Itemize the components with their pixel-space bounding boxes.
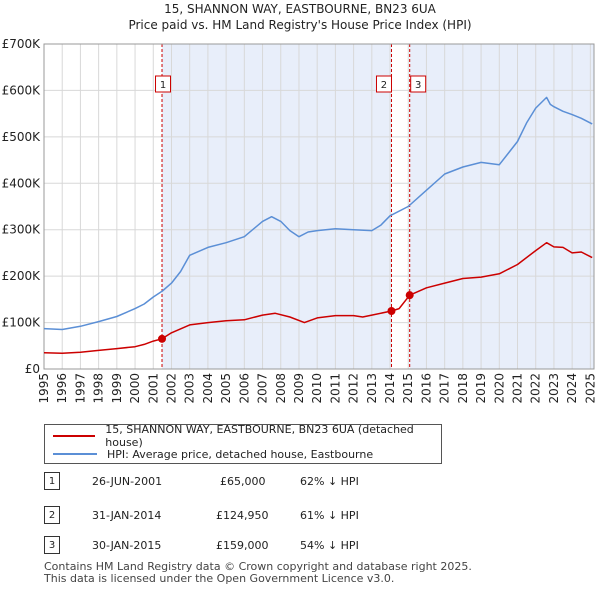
y-tick-label: £100K — [2, 316, 42, 330]
x-tick-label: 2018 — [456, 373, 470, 404]
footer-licence: This data is licensed under the Open Gov… — [44, 572, 395, 585]
sale-point — [387, 306, 396, 315]
x-tick-label: 2023 — [547, 373, 561, 404]
x-tick-label: 2020 — [492, 373, 506, 404]
sale-hpi-diff: 61% ↓ HPI — [300, 509, 359, 522]
chart-title: 15, SHANNON WAY, EASTBOURNE, BN23 6UA — [164, 2, 437, 16]
price-chart: 15, SHANNON WAY, EASTBOURNE, BN23 6UA Pr… — [2, 2, 598, 404]
chart-legend: 15, SHANNON WAY, EASTBOURNE, BN23 6UA (d… — [44, 423, 442, 464]
sale-price: £124,950 — [216, 509, 269, 522]
x-tick-label: 2022 — [529, 373, 543, 404]
plot-frame — [43, 43, 595, 370]
legend-swatch-hpi — [53, 453, 97, 455]
sale-row: 1 26-JUN-2001 £65,000 62% ↓ HPI — [44, 472, 404, 492]
x-tick-label: 2002 — [164, 373, 178, 404]
y-tick-label: £500K — [2, 130, 42, 144]
legend-label-property: 15, SHANNON WAY, EASTBOURNE, BN23 6UA (d… — [105, 423, 414, 449]
x-tick-label: 1995 — [37, 373, 51, 404]
sale-marker-badge — [375, 75, 392, 93]
x-tick-label: 2024 — [565, 373, 579, 404]
x-tick-label: 2025 — [583, 373, 597, 404]
hpi-series-line — [43, 96, 593, 331]
chart-subtitle: Price paid vs. HM Land Registry's House … — [128, 18, 471, 32]
y-tick-label: £700K — [2, 37, 42, 51]
y-tick-label: £400K — [2, 176, 42, 190]
x-tick-label: 1998 — [92, 373, 106, 404]
sale-date: 30-JAN-2015 — [92, 539, 162, 552]
x-tick-label: 2016 — [419, 373, 433, 404]
x-tick-label: 2006 — [237, 373, 251, 404]
x-tick-label: 2019 — [474, 373, 488, 404]
legend-item-property: 15, SHANNON WAY, EASTBOURNE, BN23 6UA (d… — [53, 423, 441, 449]
property-series-line — [43, 241, 593, 354]
x-tick-label: 1996 — [55, 373, 69, 404]
sale-hpi-diff: 62% ↓ HPI — [300, 475, 359, 488]
legend-item-hpi: HPI: Average price, detached house, East… — [53, 445, 373, 463]
x-tick-label: 2012 — [347, 373, 361, 404]
x-tick-label: 2021 — [511, 373, 525, 404]
x-tick-label: 2003 — [183, 373, 197, 404]
x-tick-label: 2014 — [383, 373, 397, 404]
legend-swatch-property — [53, 435, 96, 437]
x-tick-label: 2008 — [274, 373, 288, 404]
shaded-period — [162, 44, 392, 369]
x-tick-label: 1999 — [110, 373, 124, 404]
x-tick-label: 2013 — [365, 373, 379, 404]
y-tick-label: £200K — [2, 269, 42, 283]
sale-marker-badge — [410, 75, 427, 93]
shaded-period — [409, 44, 594, 369]
sale-row: 2 31-JAN-2014 £124,950 61% ↓ HPI — [44, 506, 404, 526]
sale-row: 3 30-JAN-2015 £159,000 54% ↓ HPI — [44, 536, 404, 556]
sale-point — [158, 334, 167, 343]
legend-label-hpi: HPI: Average price, detached house, East… — [107, 447, 374, 461]
sale-marker-label: 1 — [160, 80, 166, 91]
x-tick-label: 2011 — [328, 373, 342, 404]
sale-marker-label: 3 — [415, 80, 421, 91]
sale-point — [405, 291, 414, 300]
sale-price: £65,000 — [220, 475, 266, 488]
x-tick-label: 2007 — [256, 373, 270, 404]
x-tick-label: 2004 — [201, 373, 215, 404]
sale-date: 31-JAN-2014 — [92, 509, 162, 522]
sale-price: £159,000 — [216, 539, 269, 552]
sale-marker-badge — [155, 75, 172, 93]
x-tick-label: 2005 — [219, 373, 233, 404]
x-tick-label: 2001 — [146, 373, 160, 404]
sale-hpi-diff: 54% ↓ HPI — [300, 539, 359, 552]
y-tick-label: £0 — [25, 362, 40, 376]
x-tick-label: 1997 — [73, 373, 87, 404]
y-tick-label: £300K — [2, 223, 42, 237]
sale-number-badge: 1 — [44, 472, 60, 490]
x-tick-label: 2017 — [438, 373, 452, 404]
y-tick-label: £600K — [2, 83, 42, 97]
sale-number-badge: 2 — [44, 506, 60, 524]
sale-number-badge: 3 — [44, 536, 60, 554]
sale-marker-label: 2 — [381, 80, 387, 91]
x-tick-label: 2000 — [128, 373, 142, 404]
x-tick-label: 2015 — [401, 373, 415, 404]
x-tick-label: 2010 — [310, 373, 324, 404]
x-tick-label: 2009 — [292, 373, 306, 404]
sale-date: 26-JUN-2001 — [92, 475, 163, 488]
footer-copyright: Contains HM Land Registry data © Crown c… — [44, 560, 472, 573]
footer-notice: Contains HM Land Registry data © Crown c… — [44, 561, 472, 585]
